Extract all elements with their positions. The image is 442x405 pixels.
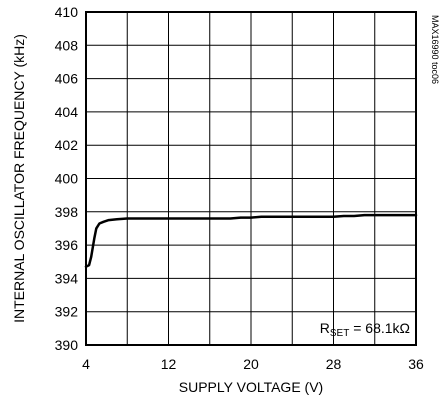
x-tick-labels: 4 12 20 28 36 — [82, 356, 424, 372]
x-axis-label: SUPPLY VOLTAGE (V) — [179, 379, 323, 395]
y-tick-label: 400 — [55, 171, 79, 187]
x-tick-label: 28 — [326, 356, 342, 372]
y-tick-labels: 390 392 394 396 398 400 402 404 406 408 410 — [55, 4, 79, 353]
rset-annotation-rest: = 68.1kΩ — [349, 320, 410, 336]
y-tick-label: 404 — [55, 104, 79, 120]
rset-annotation-sub: SET — [330, 328, 349, 339]
x-tick-label: 4 — [82, 356, 90, 372]
grid — [85, 11, 417, 346]
y-tick-label: 390 — [55, 337, 79, 353]
rset-annotation-main: R — [320, 320, 330, 336]
plot-frame — [85, 11, 417, 346]
series-layer — [84, 213, 418, 268]
y-tick-label: 402 — [55, 137, 79, 153]
y-tick-label: 396 — [55, 237, 79, 253]
y-axis-label: INTERNAL OSCILLATOR FREQUENCY (kHz) — [11, 34, 27, 323]
x-tick-label: 20 — [243, 356, 259, 372]
y-tick-label: 408 — [55, 37, 79, 53]
y-tick-label: 392 — [55, 304, 79, 320]
x-tick-label: 12 — [161, 356, 177, 372]
y-tick-label: 406 — [55, 71, 79, 87]
y-tick-label: 394 — [55, 270, 79, 286]
rset-annotation: RSET = 68.1kΩ — [320, 320, 410, 339]
y-tick-label: 410 — [55, 4, 79, 20]
y-tick-label: 398 — [55, 204, 79, 220]
figure-code: MAX16990 toc06 — [430, 15, 440, 84]
series-line — [84, 213, 418, 268]
x-tick-label: 36 — [408, 356, 424, 372]
